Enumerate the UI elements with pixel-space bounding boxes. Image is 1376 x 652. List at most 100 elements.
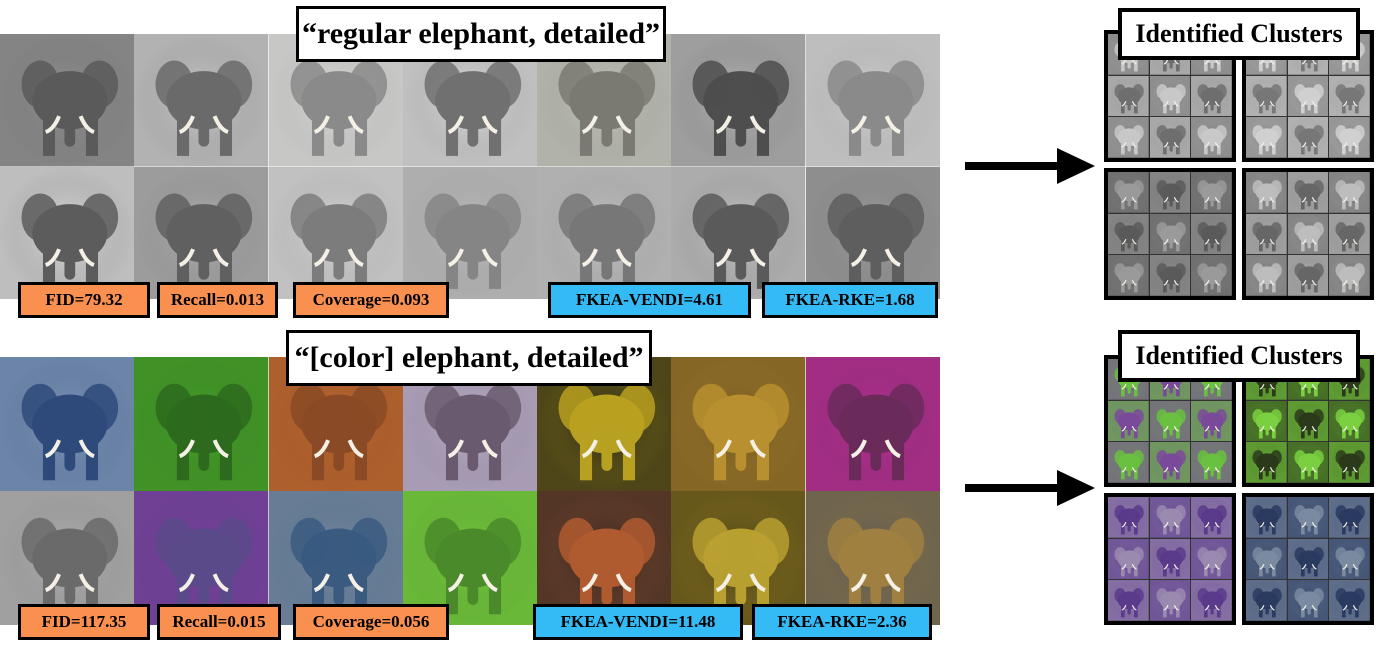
elephant-image — [134, 491, 269, 625]
cluster-sample-image — [1246, 580, 1287, 621]
metric-recall: Recall=0.013 — [157, 282, 278, 318]
cluster-sample-image — [1287, 172, 1329, 213]
elephant-image — [0, 491, 135, 625]
prompt-caption-color: “[color] elephant, detailed” — [286, 330, 652, 386]
cluster-sample-image — [1329, 172, 1370, 213]
cluster-sample-image — [1246, 442, 1287, 483]
metric-fkea-rke: FKEA-RKE=2.36 — [752, 604, 932, 640]
metric-fid: FID=117.35 — [18, 604, 150, 640]
elephant-image — [805, 166, 940, 299]
cluster-sample-image — [1149, 442, 1191, 483]
cluster-sample-image — [1191, 255, 1232, 296]
elephant-image — [0, 357, 135, 491]
cluster-sample-image — [1246, 172, 1287, 213]
cluster-sample-image — [1191, 213, 1232, 255]
cluster-sample-image — [1287, 117, 1329, 158]
cluster-sample-image — [1149, 117, 1191, 158]
metric-coverage: Coverage=0.056 — [293, 604, 449, 640]
cluster-sample-image — [1329, 255, 1370, 296]
elephant-image — [402, 166, 538, 299]
metric-recall: Recall=0.015 — [157, 604, 281, 640]
elephant-image — [671, 491, 806, 625]
elephant-image — [402, 491, 538, 625]
cluster-sample-image — [1329, 400, 1370, 442]
cluster-sample-image — [1108, 580, 1149, 621]
cluster-sample-image — [1149, 172, 1191, 213]
cluster-image-grid — [1242, 168, 1374, 300]
cluster-sample-image — [1149, 497, 1191, 538]
elephant-image — [0, 34, 135, 167]
elephant-image — [805, 491, 940, 625]
regular-elephant-image-grid — [0, 34, 940, 299]
cluster-sample-image — [1329, 117, 1370, 158]
prompt-caption-regular: “regular elephant, detailed” — [296, 6, 666, 62]
cluster-sample-image — [1246, 213, 1287, 255]
cluster-image-grid — [1104, 168, 1236, 300]
arrow-right-icon — [965, 148, 1095, 184]
elephant-image — [134, 166, 269, 299]
clusters-title: Identified Clusters — [1118, 330, 1360, 382]
color-elephant-image-grid — [0, 357, 940, 625]
cluster-sample-image — [1287, 442, 1329, 483]
cluster-sample-image — [1149, 75, 1191, 117]
cluster-sample-image — [1287, 580, 1329, 621]
metric-coverage: Coverage=0.093 — [293, 282, 449, 318]
cluster-sample-image — [1191, 172, 1232, 213]
cluster-sample-image — [1108, 172, 1149, 213]
cluster-sample-image — [1191, 75, 1232, 117]
cluster-sample-image — [1329, 580, 1370, 621]
cluster-sample-image — [1108, 538, 1149, 580]
cluster-sample-image — [1108, 255, 1149, 296]
cluster-sample-image — [1287, 538, 1329, 580]
metric-fkea-vendi: FKEA-VENDI=11.48 — [533, 604, 743, 640]
cluster-sample-image — [1246, 400, 1287, 442]
elephant-image — [671, 34, 806, 167]
elephant-image — [805, 357, 940, 491]
cluster-sample-image — [1287, 213, 1329, 255]
cluster-sample-image — [1191, 400, 1232, 442]
cluster-sample-image — [1329, 442, 1370, 483]
cluster-sample-image — [1329, 75, 1370, 117]
elephant-image — [268, 491, 403, 625]
cluster-sample-image — [1287, 255, 1329, 296]
cluster-sample-image — [1246, 497, 1287, 538]
elephant-image — [671, 357, 806, 491]
elephant-image — [134, 34, 269, 167]
cluster-sample-image — [1191, 497, 1232, 538]
elephant-image — [0, 166, 135, 299]
cluster-sample-image — [1149, 213, 1191, 255]
arrow-right-icon — [965, 470, 1095, 506]
cluster-sample-image — [1149, 580, 1191, 621]
cluster-sample-image — [1329, 213, 1370, 255]
cluster-image-grid — [1242, 493, 1374, 625]
cluster-sample-image — [1191, 117, 1232, 158]
cluster-sample-image — [1191, 538, 1232, 580]
cluster-sample-image — [1287, 497, 1329, 538]
cluster-sample-image — [1108, 497, 1149, 538]
cluster-sample-image — [1108, 117, 1149, 158]
cluster-sample-image — [1246, 255, 1287, 296]
cluster-sample-image — [1149, 255, 1191, 296]
elephant-image — [268, 166, 403, 299]
cluster-sample-image — [1108, 442, 1149, 483]
cluster-image-grid — [1242, 355, 1374, 487]
cluster-sample-image — [1108, 400, 1149, 442]
cluster-sample-image — [1246, 75, 1287, 117]
cluster-sample-image — [1287, 75, 1329, 117]
metric-fkea-vendi: FKEA-VENDI=4.61 — [548, 282, 751, 318]
cluster-sample-image — [1329, 497, 1370, 538]
cluster-sample-image — [1191, 580, 1232, 621]
cluster-sample-image — [1329, 538, 1370, 580]
cluster-image-grid — [1104, 493, 1236, 625]
cluster-sample-image — [1108, 75, 1149, 117]
metric-fkea-rke: FKEA-RKE=1.68 — [762, 282, 938, 318]
cluster-sample-image — [1246, 538, 1287, 580]
cluster-sample-image — [1108, 213, 1149, 255]
metric-fid: FID=79.32 — [18, 282, 150, 318]
cluster-sample-image — [1149, 538, 1191, 580]
cluster-sample-image — [1191, 442, 1232, 483]
cluster-sample-image — [1149, 400, 1191, 442]
elephant-image — [134, 357, 269, 491]
cluster-sample-image — [1287, 400, 1329, 442]
elephant-image — [805, 34, 940, 167]
